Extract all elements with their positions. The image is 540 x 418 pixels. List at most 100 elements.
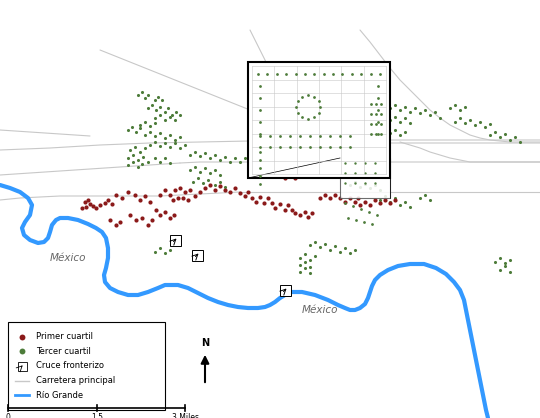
Point <box>326 133 334 140</box>
Point <box>301 265 309 271</box>
Point <box>367 120 375 127</box>
Point <box>264 195 272 201</box>
Point <box>431 109 440 115</box>
Point <box>310 239 319 245</box>
Point <box>354 195 362 201</box>
Point <box>310 252 319 259</box>
Point <box>330 192 339 199</box>
Point <box>496 134 504 140</box>
Point <box>151 155 159 161</box>
Point <box>476 119 484 125</box>
Point <box>346 195 354 201</box>
Point <box>151 249 159 255</box>
Point <box>261 168 269 175</box>
Point <box>255 181 264 188</box>
Point <box>321 149 329 155</box>
Point <box>356 184 364 190</box>
Point <box>390 196 399 203</box>
Point <box>361 181 369 187</box>
Point <box>100 200 109 206</box>
Point <box>186 187 194 194</box>
Point <box>151 139 159 145</box>
Point <box>516 139 524 145</box>
Point <box>396 132 404 138</box>
Point <box>426 112 434 118</box>
Point <box>255 119 264 125</box>
Point <box>184 196 192 203</box>
Point <box>144 159 152 166</box>
Point <box>156 112 164 118</box>
Point <box>255 133 264 140</box>
Point <box>321 241 329 247</box>
Point <box>396 119 404 125</box>
Point <box>284 201 292 208</box>
Point <box>426 196 434 203</box>
Point <box>215 178 224 185</box>
Point <box>336 133 345 140</box>
Point <box>136 196 144 203</box>
Point <box>127 124 136 130</box>
Point <box>336 155 345 161</box>
Point <box>235 159 244 166</box>
Point <box>271 205 279 212</box>
Point <box>226 159 234 166</box>
Point <box>377 100 386 107</box>
Point <box>316 133 325 140</box>
Point <box>406 109 414 115</box>
Point <box>366 127 374 133</box>
Point <box>176 112 184 118</box>
Point <box>341 152 349 158</box>
Point <box>481 124 489 130</box>
Point <box>381 112 389 118</box>
Point <box>170 212 178 218</box>
Point <box>314 98 323 104</box>
Point <box>188 178 197 185</box>
Point <box>126 212 134 218</box>
Point <box>84 196 92 203</box>
Point <box>263 71 272 77</box>
Text: Tercer cuartil: Tercer cuartil <box>36 347 91 356</box>
Point <box>260 200 268 206</box>
Point <box>346 144 354 150</box>
Point <box>244 189 252 195</box>
Point <box>374 119 382 125</box>
Point <box>298 93 307 100</box>
Point <box>112 192 120 199</box>
Point <box>281 206 289 213</box>
Point <box>491 259 500 265</box>
Point <box>296 255 305 261</box>
Point <box>505 257 514 263</box>
Point <box>401 129 409 135</box>
Point <box>304 116 313 122</box>
Text: México: México <box>50 253 86 263</box>
Point <box>231 185 239 191</box>
Point <box>306 270 314 276</box>
Point <box>386 130 394 136</box>
Point <box>366 139 374 145</box>
Point <box>319 71 328 77</box>
Point <box>350 170 359 176</box>
Point <box>191 193 199 199</box>
Point <box>301 251 309 257</box>
Point <box>136 122 144 128</box>
Text: 1.5: 1.5 <box>91 413 103 418</box>
Point <box>141 94 150 101</box>
Point <box>348 71 356 77</box>
Point <box>296 149 305 155</box>
Point <box>367 130 375 137</box>
Point <box>273 71 281 77</box>
Point <box>161 187 170 194</box>
Point <box>146 122 154 129</box>
Point <box>364 209 373 215</box>
Point <box>241 155 249 161</box>
Point <box>195 189 204 195</box>
Point <box>174 195 183 201</box>
Point <box>505 269 514 275</box>
Point <box>181 142 190 148</box>
Point <box>164 104 172 111</box>
Point <box>372 120 380 127</box>
Point <box>226 189 234 195</box>
Point <box>181 189 190 195</box>
Point <box>367 100 375 107</box>
Text: Río Grande: Río Grande <box>36 391 83 400</box>
